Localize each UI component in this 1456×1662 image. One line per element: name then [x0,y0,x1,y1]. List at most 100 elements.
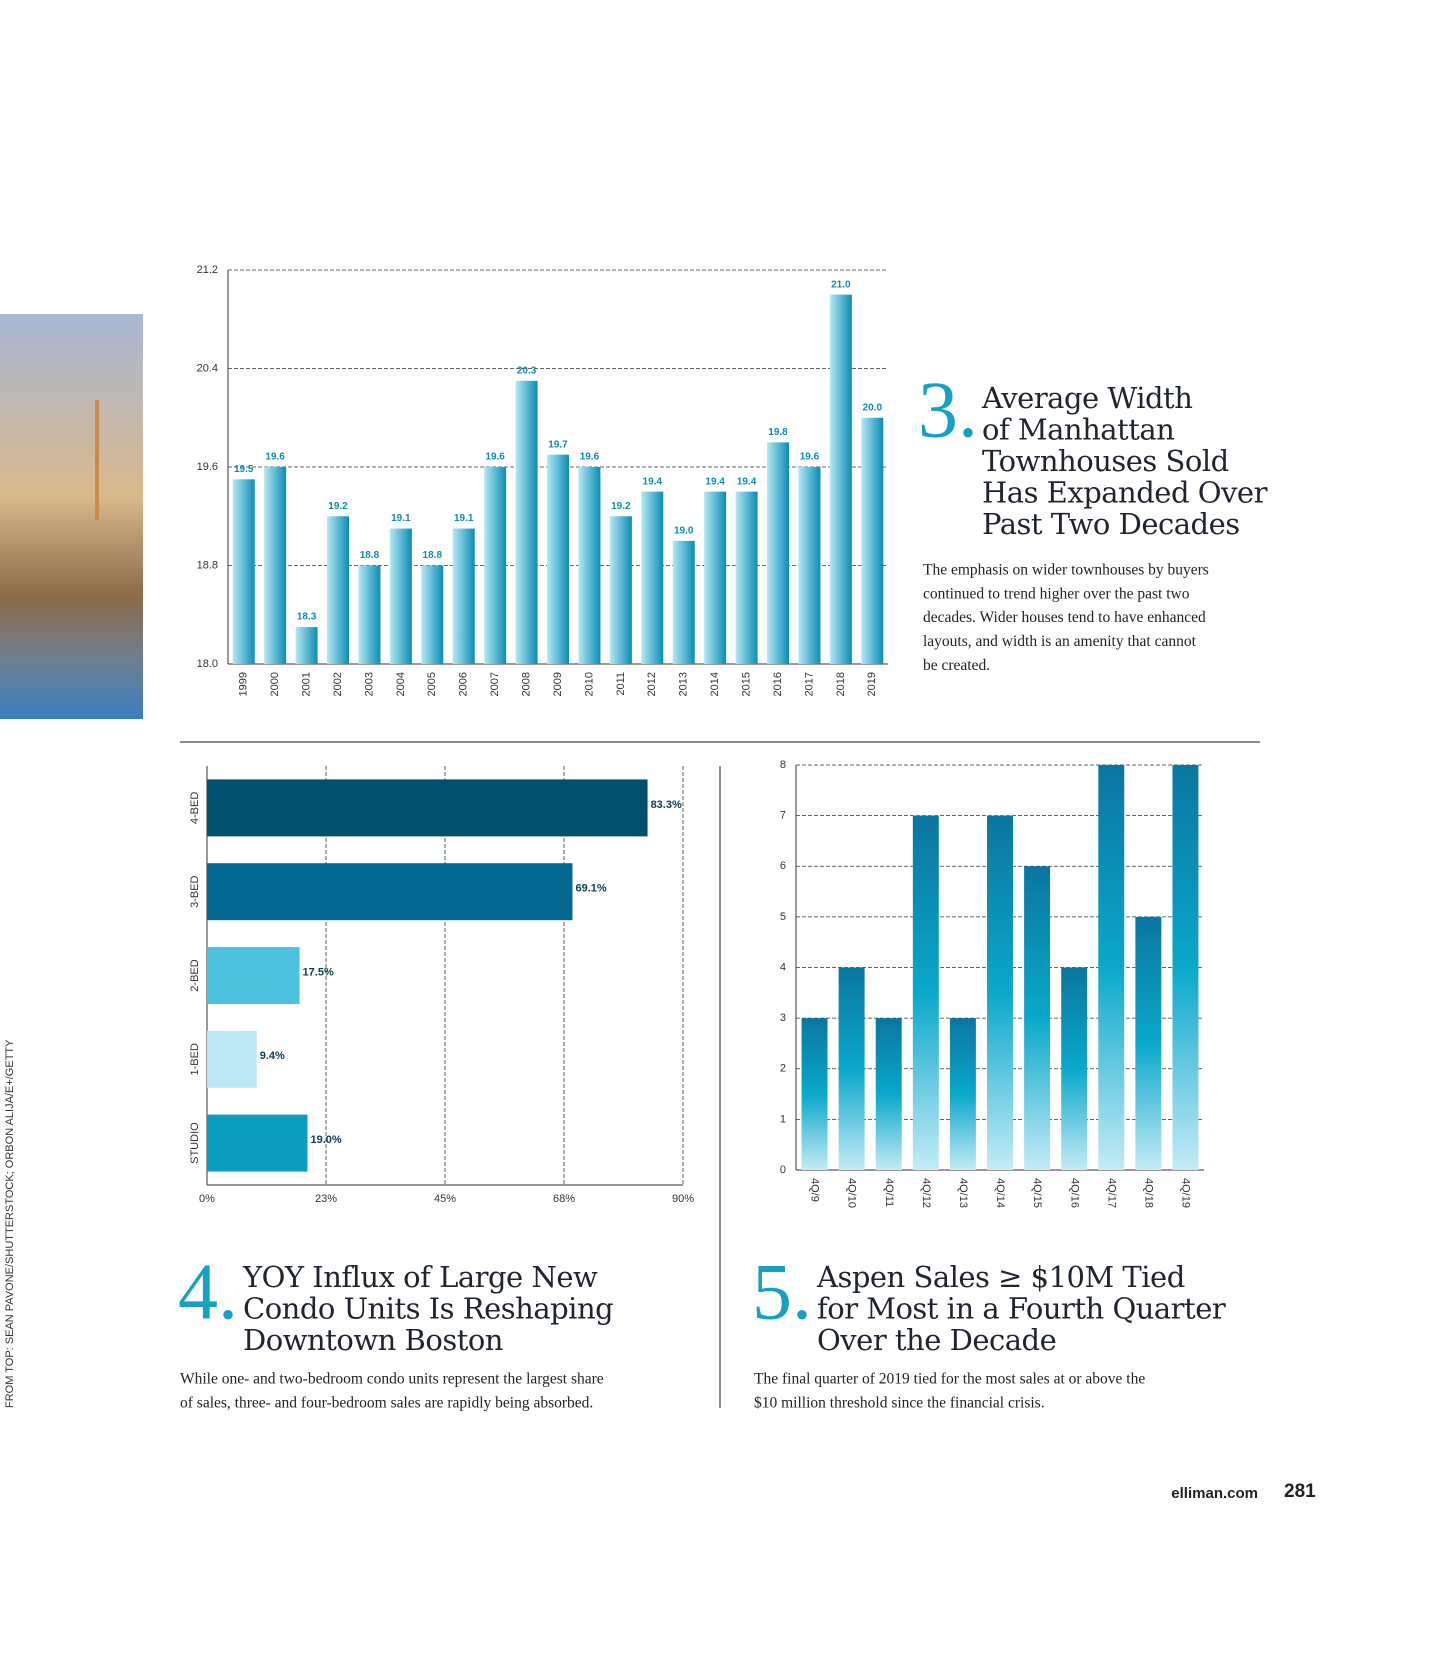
y-tick-label: 8 [780,759,786,771]
value-label: 18.3 [297,612,317,623]
bar [912,815,939,1170]
x-tick-label: 2014 [709,672,721,696]
value-label: 69.1% [575,883,606,895]
bar [949,1018,976,1170]
bar [672,540,695,664]
value-label: 19.1 [454,513,474,524]
y-tick-label: 7 [780,810,786,822]
page-number: 281 [1284,1481,1316,1502]
bar [1098,765,1125,1170]
value-label: 19.8 [768,427,788,438]
y-tick-label: 4 [780,961,786,973]
x-tick-label: 2011 [615,672,627,696]
x-tick-label: 4Q/13 [957,1178,969,1208]
x-tick-label: 68% [553,1193,575,1205]
value-label: 83.3% [651,799,682,811]
value-label: 19.4 [737,476,757,487]
y-tick-label: 5 [780,911,786,923]
bar [389,528,412,664]
x-tick-label: 45% [434,1193,456,1205]
bar [547,454,569,664]
bar [861,417,884,664]
bar [452,528,475,664]
bar [515,380,538,664]
bar [1061,967,1088,1170]
value-label: 20.3 [517,365,537,376]
x-tick-label: 2019 [866,672,878,696]
x-tick-label: 4Q/19 [1180,1178,1192,1208]
x-tick-label: 4Q/9 [809,1178,821,1202]
chart-title: Over the Decade [817,1323,1056,1357]
chart-description: The final quarter of 2019 tied for the m… [754,1371,1145,1388]
x-tick-label: 4Q/11 [883,1178,895,1207]
chart-title: Townhouses Sold [982,444,1229,478]
y-tick-label: 4-BED [189,792,201,824]
x-tick-label: 4Q/10 [846,1178,858,1208]
x-tick-label: 2001 [300,672,312,696]
bar [207,1114,308,1172]
x-tick-label: 4Q/15 [1031,1178,1043,1208]
value-label: 18.8 [360,550,380,561]
y-tick-label: 20.4 [197,362,218,374]
photo [0,314,143,719]
bar [207,863,573,921]
bar [207,947,300,1004]
chart-description: The emphasis on wider townhouses by buye… [923,562,1209,579]
chart-title: of Manhattan [982,413,1174,447]
y-tick-label: 0 [780,1164,786,1176]
value-label: 20.0 [863,402,883,413]
chart-title: Condo Units Is Reshaping [243,1292,613,1326]
value-label: 19.4 [705,476,725,487]
chart-description: decades. Wider houses tend to have enhan… [923,609,1206,626]
bar [838,967,865,1170]
x-tick-label: 2012 [646,672,658,696]
chart-title: Aspen Sales ≥ $10M Tied [816,1260,1185,1294]
y-tick-label: 21.2 [197,264,218,276]
bar [232,479,255,664]
value-label: 19.0% [310,1134,341,1146]
x-tick-label: 4Q/14 [994,1178,1006,1208]
site: elliman.com [1171,1485,1258,1502]
bar [358,565,381,664]
bar [421,565,444,664]
y-tick-label: 19.6 [197,461,218,473]
bar [987,815,1013,1170]
y-tick-label: 1-BED [189,1043,201,1075]
bar [1172,765,1199,1170]
x-tick-label: 2005 [426,672,438,696]
x-tick-label: 2016 [772,672,784,696]
bar [207,1030,257,1088]
y-tick-label: 18.0 [197,658,218,670]
bar [295,627,318,664]
x-tick-label: 1999 [238,672,250,696]
x-tick-label: 2010 [583,672,595,696]
chart-description: $10 million threshold since the financia… [754,1394,1045,1411]
y-tick-label: 1 [780,1113,786,1125]
value-label: 19.2 [611,501,631,512]
value-label: 19.7 [548,439,568,450]
x-tick-label: 4Q/12 [920,1178,932,1208]
y-tick-label: 2-BED [189,959,201,991]
x-tick-label: 2002 [332,672,344,696]
x-tick-label: 2006 [458,672,470,696]
x-tick-label: 90% [672,1193,694,1205]
chart-description: While one- and two-bedroom condo units r… [180,1371,604,1388]
bar [798,467,821,664]
bar [609,516,632,664]
chart-title: for Most in a Fourth Quarter [817,1292,1226,1326]
x-tick-label: 2000 [269,672,281,696]
x-tick-label: 2003 [363,672,375,696]
chart-title: Downtown Boston [243,1323,503,1357]
y-tick-label: 6 [780,860,786,872]
chart-title: Average Width [981,381,1192,415]
y-tick-label: 3 [780,1012,786,1024]
chart-number: 3. [918,366,978,454]
bar [264,467,287,664]
bar [484,467,507,664]
bar [327,516,349,664]
value-label: 19.6 [580,452,600,463]
x-tick-label: 2008 [520,672,532,696]
chart-title: Has Expanded Over [982,476,1268,510]
y-tick-label: 18.8 [197,559,218,571]
bar [801,1018,828,1170]
